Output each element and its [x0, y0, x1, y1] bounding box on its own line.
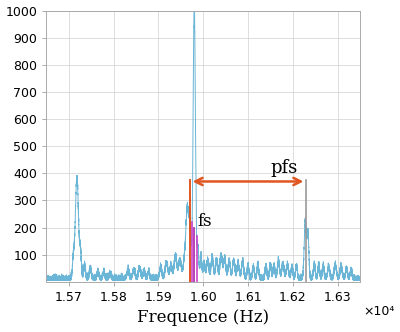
- Text: ×10⁴: ×10⁴: [363, 305, 394, 318]
- Text: pfs: pfs: [270, 159, 298, 177]
- Text: fs: fs: [198, 213, 212, 230]
- X-axis label: Frequence (Hz): Frequence (Hz): [137, 309, 269, 326]
